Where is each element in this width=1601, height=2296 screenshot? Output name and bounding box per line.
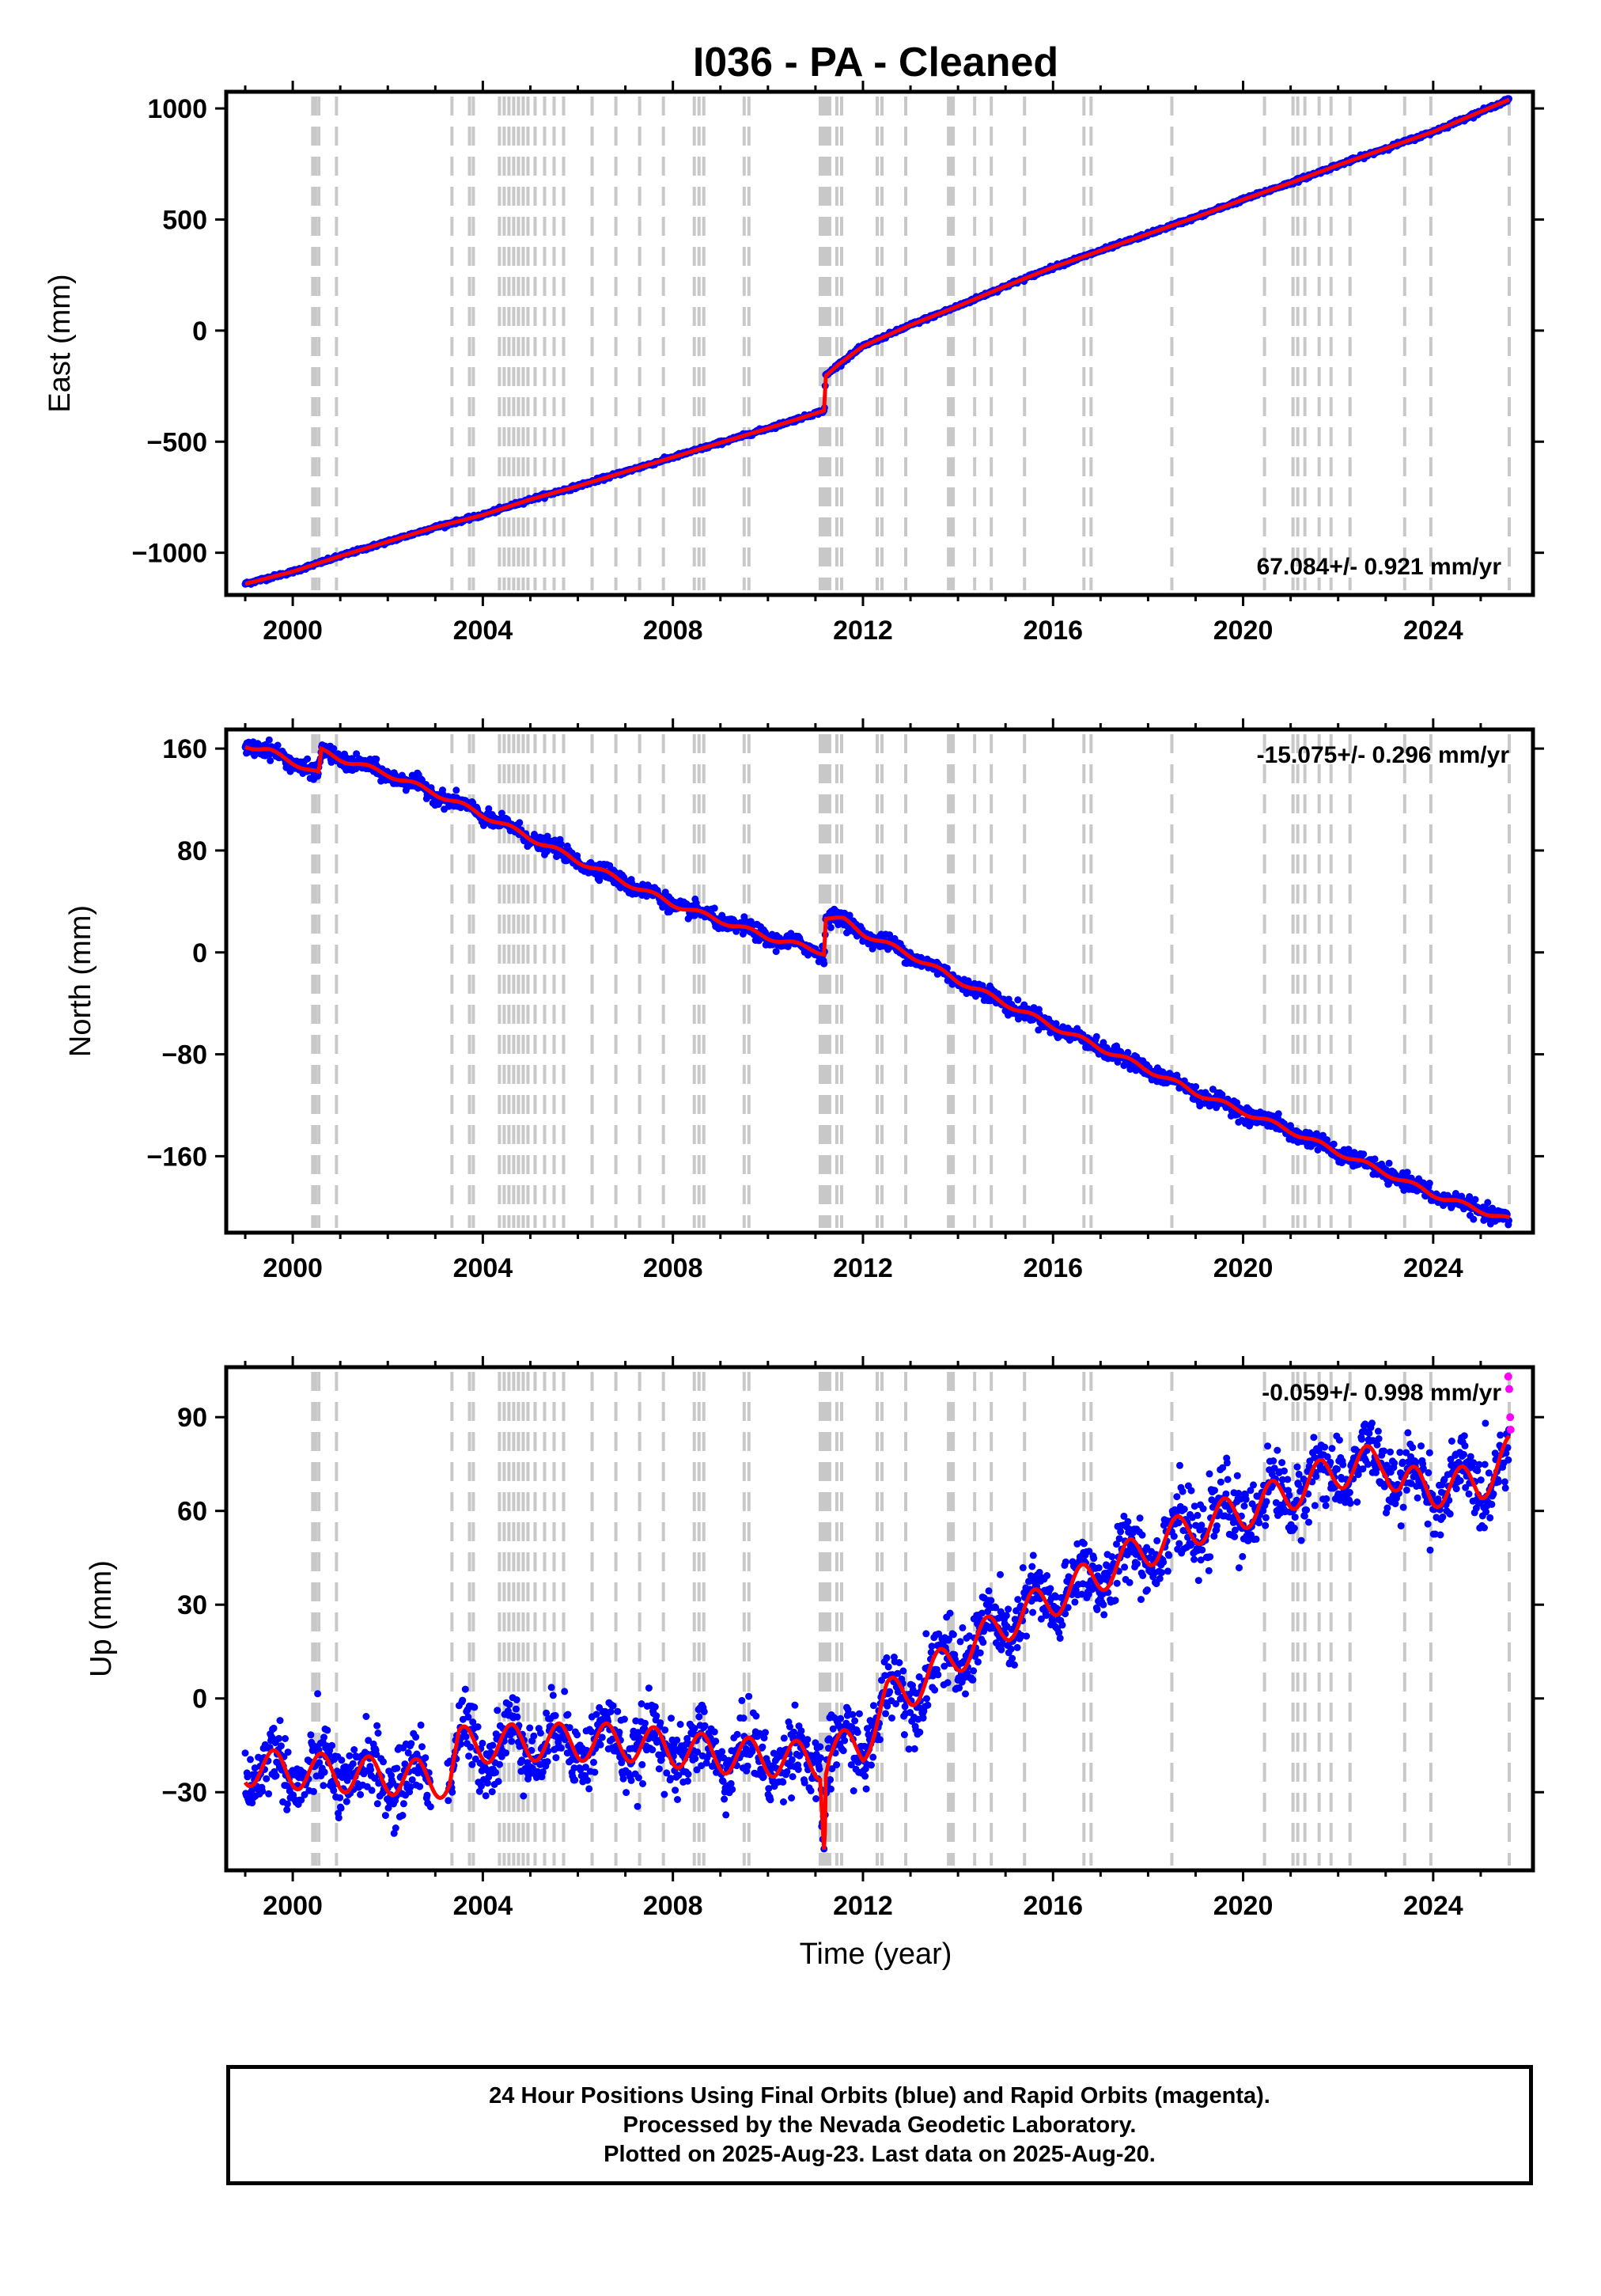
- x-tick-label: 2020: [1213, 1253, 1274, 1283]
- data-point: [338, 1756, 346, 1764]
- data-point: [346, 1752, 354, 1760]
- data-point: [1192, 1083, 1200, 1090]
- velocity-label: 67.084+/- 0.921 mm/yr: [1257, 554, 1502, 580]
- data-point: [1385, 1159, 1393, 1167]
- data-point: [772, 948, 780, 956]
- y-tick-label: −1000: [132, 539, 208, 569]
- data-point: [1425, 1180, 1433, 1187]
- data-point: [1360, 1150, 1368, 1158]
- data-point: [350, 1746, 358, 1753]
- event-lines: [311, 97, 1511, 590]
- y-tick-label: −160: [146, 1142, 207, 1172]
- y-tick-label: 1000: [147, 94, 207, 124]
- event-lines: [311, 734, 1511, 1228]
- data-point: [320, 1782, 327, 1790]
- data-point: [284, 1749, 292, 1756]
- data-point: [310, 1787, 317, 1795]
- data-point: [282, 1735, 289, 1742]
- chart-title: I036 - PA - Cleaned: [693, 40, 1058, 85]
- data-point: [1470, 1215, 1478, 1223]
- up-panel: 2000 2004 2008 2012 2016 2020 20249060300−30Up…: [85, 1356, 1544, 1921]
- x-tick-label: 2020: [1213, 616, 1274, 646]
- data-point: [276, 1717, 284, 1725]
- data-point: [1014, 996, 1022, 1004]
- x-tick-label: 2024: [1403, 1253, 1463, 1283]
- north-panel: 2000 2004 2008 2012 2016 2020 2024 160 80 0 −80 −16…: [64, 718, 1544, 1283]
- y-tick-label: 0: [192, 938, 207, 968]
- y-axis-label: North (mm): [64, 905, 97, 1057]
- data-point: [343, 1798, 350, 1805]
- y-tick-label: 160: [162, 734, 207, 764]
- x-ticks: [244, 81, 1482, 606]
- data-point: [307, 1731, 315, 1739]
- data-point: [275, 1734, 283, 1742]
- x-tick-label: 2012: [833, 1253, 893, 1283]
- y-tick-label: 500: [162, 205, 207, 235]
- data-point: [1484, 1199, 1492, 1207]
- data-point: [314, 1690, 322, 1698]
- data-point: [283, 1800, 291, 1808]
- x-tick-label: 2000: [263, 616, 323, 646]
- data-point: [1330, 1140, 1338, 1148]
- data-point: [263, 1775, 271, 1783]
- data-point: [304, 755, 312, 763]
- plot-frame: [224, 89, 1535, 597]
- x-tick-label: 2016: [1023, 616, 1083, 646]
- x-tick-label: 2024: [1403, 616, 1463, 646]
- data-point: [452, 786, 460, 794]
- data-point: [362, 1713, 370, 1720]
- velocity-label: -15.075+/- 0.296 mm/yr: [1257, 742, 1510, 768]
- data-point: [320, 1768, 328, 1776]
- y-axis-label: East (mm): [44, 274, 77, 412]
- data-point: [241, 1749, 249, 1757]
- data-point: [335, 1814, 343, 1822]
- data-point: [270, 1724, 278, 1732]
- data-point: [1092, 1032, 1100, 1040]
- data-point: [272, 1772, 280, 1779]
- y-tick-label: −500: [146, 427, 207, 457]
- y-ticks: [215, 747, 1544, 1157]
- y-ticks: [215, 107, 1544, 555]
- data-point: [337, 1804, 345, 1812]
- data-point: [368, 1786, 376, 1794]
- data-point: [277, 1742, 285, 1750]
- data-point: [349, 1760, 357, 1767]
- x-tick-label: 2016: [1023, 1253, 1083, 1283]
- x-tick-label: 2000: [263, 1253, 323, 1283]
- data-point: [357, 1790, 365, 1798]
- x-tick-label: 2012: [833, 616, 893, 646]
- data-point: [516, 819, 524, 827]
- y-tick-label: 0: [192, 316, 207, 347]
- data-point: [1403, 1169, 1411, 1176]
- y-tick-label: −80: [161, 1040, 207, 1070]
- data-point: [710, 904, 718, 912]
- x-tick-label: 2008: [643, 1253, 703, 1283]
- data-point: [827, 923, 835, 931]
- data-point: [274, 741, 282, 749]
- east-panel: 2000 2004 2008 2012 2016 2020 2024 1000 500 0 −500…: [44, 81, 1544, 646]
- data-point: [373, 756, 380, 763]
- data-point: [1274, 1110, 1282, 1118]
- data-point: [320, 1733, 327, 1741]
- data-point: [247, 1756, 254, 1764]
- data-point: [324, 1726, 331, 1734]
- y-tick-label: 80: [177, 836, 207, 866]
- data-point: [265, 736, 273, 744]
- data-point: [330, 1786, 338, 1794]
- data-point: [1471, 1195, 1479, 1203]
- data-point: [267, 756, 274, 764]
- data-point: [265, 1790, 273, 1798]
- data-point: [328, 1741, 336, 1749]
- model-line: [244, 97, 1510, 586]
- data-point: [336, 1794, 344, 1802]
- x-tick-label: 2008: [643, 616, 703, 646]
- data-point: [259, 1787, 267, 1795]
- x-tick-label: 2004: [453, 1253, 513, 1283]
- data-point: [820, 960, 828, 968]
- x-tick-label: 2004: [453, 616, 513, 646]
- data-point: [1371, 1155, 1379, 1163]
